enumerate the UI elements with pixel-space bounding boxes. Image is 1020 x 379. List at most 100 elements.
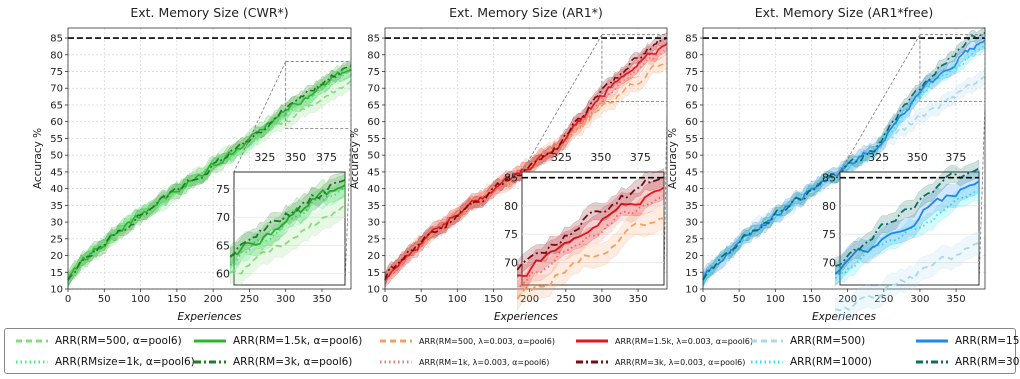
inset-line-3 [229,184,346,258]
figure-panels: Ext. Memory Size (CWR*) 10 15 20 25 30 35 40 45 5… [32,5,986,323]
legend-item: ARR(RM=1000) [750,352,872,372]
zoom-box [601,34,668,103]
legend-label: ARR(RM=3k, α=pool6) [233,356,353,368]
inset-y-tick-label: 70 [822,256,836,269]
y-axis-label: Accuracy % [349,128,361,189]
inset-line-1 [229,204,346,275]
inset-y-tick-label: 80 [504,200,518,213]
x-tick-label: 300 [276,294,295,305]
series-line-3 [384,43,668,281]
legend-swatch [916,360,948,364]
y-tick-label: 15 [685,268,698,279]
inset-y-tick-label: 75 [216,183,230,196]
y-axis-label: Accuracy % [667,128,679,189]
inset-line-4 [229,179,346,258]
y-tick-label: 65 [50,100,63,111]
inset-plot: 60 65 70 75 325 350 375 [216,151,346,286]
series-line-1 [702,76,986,281]
zoom-box [285,61,352,129]
legend-label: ARR(RM=500, α=pool6) [55,335,182,347]
plot-frame [702,27,986,290]
y-tick-label: 85 [685,34,698,45]
inset-y-tick-label: 70 [216,211,230,224]
y-axis-label: Accuracy % [32,128,44,189]
inset-x-tick-label: 325 [254,151,275,164]
zoom-connector [233,61,287,173]
inset-band-4 [835,159,980,275]
inset-line-1 [516,217,665,300]
chart-panel-1: Ext. Memory Size (CWR*) 10 15 20 25 30 35 40 45 5… [32,5,352,323]
x-tick-label: 50 [733,294,746,305]
series-line-2 [384,48,668,281]
legend-item: ARR(RM=500) [750,331,865,351]
x-tick-label: 150 [167,294,186,305]
y-tick-label: 50 [685,151,698,162]
inset-frame [233,171,346,286]
y-tick-label: 70 [50,84,63,95]
inset-x-tick-label: 325 [551,151,572,164]
y-tick-label: 55 [367,134,380,145]
x-tick-label: 250 [240,294,259,305]
series-line-3 [702,39,986,281]
x-tick-label: 250 [874,294,893,305]
legend-label: ARR(RMsize=1k, α=pool6) [55,356,195,368]
inset-y-tick-label: 80 [822,200,836,213]
zoom-connector [344,128,352,286]
legend-swatch [751,360,783,364]
x-tick-label: 300 [910,294,929,305]
y-tick-label: 45 [50,167,63,178]
legend-swatch [194,360,226,364]
x-tick-label: 200 [838,294,857,305]
y-tick-label: 50 [367,151,380,162]
series-line-4 [702,31,986,281]
inset-x-tick-label: 375 [945,151,966,164]
inset-x-tick-label: 375 [630,151,651,164]
legend-item: ARR(RM=3k, α=pool6) [193,352,352,372]
x-tick-label: 100 [766,294,785,305]
y-tick-label: 60 [50,117,63,128]
legend-label: ARR(RM=1.5k, α=pool6) [233,335,363,347]
legend-item: ARR(RM=500, α=pool6) [15,331,182,351]
y-tick-label: 70 [685,84,698,95]
y-tick-label: 10 [685,285,698,296]
y-tick-label: 35 [685,201,698,212]
inset-x-tick-label: 350 [590,151,611,164]
inset-line-2 [516,194,665,291]
legend-swatch [194,339,226,343]
x-tick-label: 350 [312,294,331,305]
legend-label: ARR(RM=500, λ=0.003, α=pool6) [419,336,555,346]
x-tick-label: 100 [131,294,150,305]
inset-band-1 [835,231,980,322]
legend-swatch [916,339,948,343]
y-tick-label: 15 [50,268,63,279]
chart-panel-3: Ext. Memory Size (AR1*free) 10 15 20 25 30 35 4… [667,5,986,323]
legend-label: ARR(RM=3k, λ=0.003, α=pool6) [615,357,746,367]
x-tick-label: 250 [556,294,575,305]
x-tick-label: 0 [65,294,71,305]
legend-swatch [380,339,412,343]
legend-label: ARR(RM=1000) [790,356,872,368]
y-tick-label: 10 [50,285,63,296]
inset-x-tick-label: 375 [316,151,337,164]
legend-swatch [16,339,48,343]
x-tick-label: 100 [448,294,467,305]
y-tick-label: 65 [685,100,698,111]
series-line-3 [67,68,352,281]
x-tick-label: 0 [382,294,388,305]
inset-band-2 [835,183,980,288]
legend-item: ARR(RM=3k, λ=0.003, α=pool6) [575,352,745,372]
zoom-connector [839,34,921,173]
y-tick-label: 70 [367,84,380,95]
y-tick-label: 40 [367,184,380,195]
legend-swatch [380,360,412,364]
y-tick-label: 25 [50,234,63,245]
series-line-1 [67,80,352,281]
legend: ARR(RM=500, α=pool6) ARR(RMsize=1k, α=poo… [4,328,1020,374]
y-tick-label: 10 [367,285,380,296]
x-axis-label: Experiences [494,311,559,323]
inset-band-2 [230,179,346,274]
series-line-4 [384,37,668,281]
y-tick-label: 35 [50,201,63,212]
y-tick-label: 35 [367,201,380,212]
y-tick-label: 80 [367,50,380,61]
